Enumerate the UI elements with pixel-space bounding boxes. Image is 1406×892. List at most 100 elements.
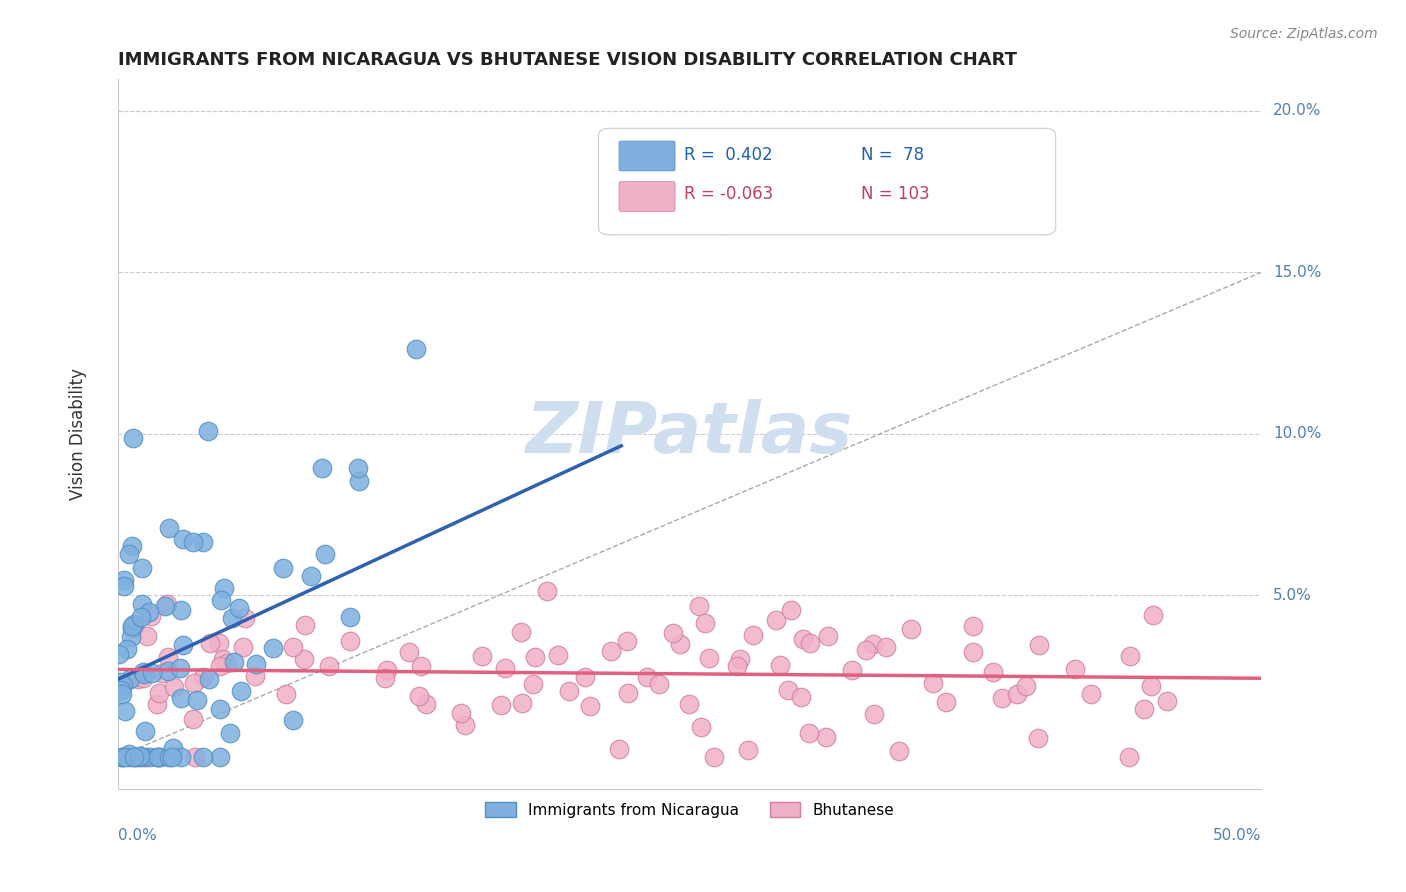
Point [294,652,316,666]
Point [728,652,751,666]
Point [156,664,179,678]
Point [135,629,157,643]
Point [170,749,193,764]
Point [283,714,305,728]
Point [215,657,238,671]
Point [169,661,191,675]
Point [197,424,219,438]
Point [148,686,170,700]
Point [114,704,136,718]
Point [314,547,336,561]
Point [347,461,370,475]
Point [131,561,153,575]
Text: 50.0%: 50.0% [1213,828,1261,843]
Point [121,621,143,635]
FancyBboxPatch shape [599,128,1056,235]
Point [599,643,621,657]
Point [510,696,533,710]
Text: N =  78: N = 78 [862,146,925,164]
Point [470,648,492,663]
Point [120,630,142,644]
Point [454,717,477,731]
Point [294,617,316,632]
Point [398,645,420,659]
Point [797,726,820,740]
Point [648,677,671,691]
Point [191,749,214,764]
Point [1028,638,1050,652]
Point [212,581,235,595]
Point [790,690,813,705]
Point [574,670,596,684]
Point [121,619,143,633]
Point [1063,662,1085,676]
Point [118,749,141,764]
Point [1015,680,1038,694]
Point [122,617,145,632]
Point [229,684,252,698]
Point [509,625,531,640]
Point [690,720,713,734]
Point [1026,731,1049,746]
Point [121,539,143,553]
Point [150,665,173,680]
Point [991,690,1014,705]
Point [134,723,156,738]
Text: R =  0.402: R = 0.402 [685,146,773,164]
Point [110,683,132,698]
Point [1156,693,1178,707]
Point [405,342,427,356]
Point [127,673,149,687]
Point [138,749,160,764]
Point [862,637,884,651]
Point [776,682,799,697]
Point [271,561,294,575]
Point [156,650,179,665]
Point [124,749,146,764]
Point [536,583,558,598]
Point [117,641,139,656]
Point [191,670,214,684]
Point [132,749,155,764]
Point [311,461,333,475]
Point [128,749,150,764]
Point [233,611,256,625]
Point [779,603,801,617]
Point [524,649,547,664]
Point [887,744,910,758]
Point [181,712,204,726]
Point [208,702,231,716]
Point [110,687,132,701]
Point [209,593,232,607]
Point [579,699,602,714]
Point [697,651,720,665]
Point [299,568,322,582]
Point [921,676,943,690]
Point [713,217,735,231]
Point [688,599,710,613]
Point [122,431,145,445]
Point [815,730,838,744]
Point [962,618,984,632]
Point [114,749,136,764]
Point [132,665,155,679]
Point [191,535,214,549]
Point [703,749,725,764]
Point [617,686,640,700]
Point [841,663,863,677]
Point [489,698,512,712]
Text: 15.0%: 15.0% [1272,265,1322,280]
Point [118,673,141,687]
Point [156,597,179,611]
Point [163,680,186,694]
Text: R = -0.063: R = -0.063 [685,186,773,203]
Point [129,749,152,764]
Point [983,665,1005,679]
Point [218,726,240,740]
Point [668,637,690,651]
Point [375,663,398,677]
Point [228,601,250,615]
Point [875,640,897,655]
Point [224,655,246,669]
Point [636,670,658,684]
